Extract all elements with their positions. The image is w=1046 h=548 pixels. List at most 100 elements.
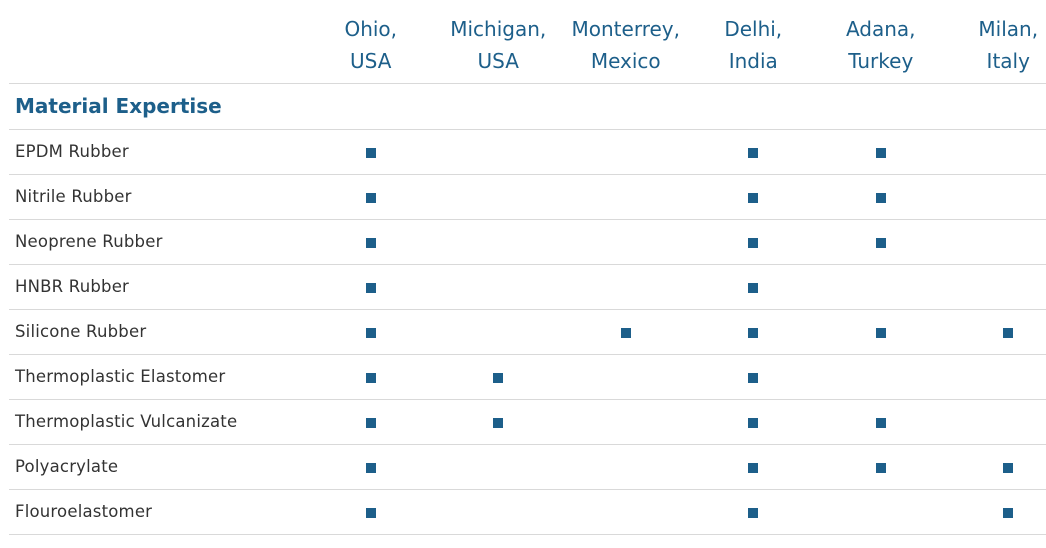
availability-cell [944, 444, 1046, 490]
location-line1: Michigan, [450, 17, 547, 41]
material-name: Flouroelastomer [9, 489, 307, 535]
availability-cell [434, 399, 562, 445]
filled-square-icon [493, 417, 504, 428]
availability-cell [434, 174, 562, 220]
location-line1: Adana, [845, 17, 916, 41]
location-line2: USA [477, 49, 519, 73]
material-name: Nitrile Rubber [9, 174, 307, 220]
location-line2: Italy [986, 49, 1030, 73]
availability-cell [562, 399, 690, 445]
filled-square-icon [1003, 462, 1014, 473]
material-name: Thermoplastic Vulcanizate [9, 399, 307, 445]
material-name: Thermoplastic Elastomer [9, 354, 307, 400]
location-line2: USA [350, 49, 392, 73]
availability-cell [689, 354, 817, 400]
availability-cell [562, 444, 690, 490]
location-line1: Delhi, [724, 17, 783, 41]
availability-cell [944, 309, 1046, 355]
location-line1: Monterrey, [571, 17, 680, 41]
availability-cell [307, 264, 435, 310]
location-header-delhi: Delhi, India [689, 8, 817, 84]
location-line1: Ohio, [344, 17, 398, 41]
availability-cell [944, 174, 1046, 220]
availability-cell [817, 399, 945, 445]
availability-cell [817, 129, 945, 175]
material-name: HNBR Rubber [9, 264, 307, 310]
location-line1: Milan, [978, 17, 1039, 41]
availability-cell [434, 264, 562, 310]
location-header-row: Ohio, USA Michigan, USA Monterrey, Mexic… [9, 8, 1046, 84]
filled-square-icon [748, 147, 759, 158]
table-row: HNBR Rubber [9, 264, 1046, 310]
filled-square-icon [365, 507, 376, 518]
availability-cell [817, 444, 945, 490]
availability-cell [944, 354, 1046, 400]
availability-cell [689, 309, 817, 355]
availability-cell [817, 219, 945, 265]
table-row: Thermoplastic Elastomer [9, 354, 1046, 400]
availability-cell [562, 309, 690, 355]
availability-cell [944, 264, 1046, 310]
filled-square-icon [875, 417, 886, 428]
filled-square-icon [748, 237, 759, 248]
table-row: Thermoplastic Vulcanizate [9, 399, 1046, 445]
availability-cell [562, 174, 690, 220]
availability-cell [817, 489, 945, 535]
filled-square-icon [748, 327, 759, 338]
section-header-row: Material Expertise [9, 83, 1046, 130]
filled-square-icon [365, 372, 376, 383]
availability-cell [307, 174, 435, 220]
availability-cell [307, 219, 435, 265]
availability-cell [307, 399, 435, 445]
material-name: EPDM Rubber [9, 129, 307, 175]
filled-square-icon [365, 147, 376, 158]
availability-cell [562, 264, 690, 310]
table-row: EPDM Rubber [9, 129, 1046, 175]
filled-square-icon [1003, 507, 1014, 518]
availability-cell [689, 264, 817, 310]
availability-cell [689, 129, 817, 175]
availability-cell [689, 174, 817, 220]
filled-square-icon [365, 327, 376, 338]
filled-square-icon [748, 507, 759, 518]
filled-square-icon [875, 237, 886, 248]
availability-cell [562, 129, 690, 175]
section-title-cell: Material Expertise [9, 83, 1046, 130]
availability-cell [817, 354, 945, 400]
availability-cell [307, 489, 435, 535]
availability-cell [944, 489, 1046, 535]
location-header-monterrey: Monterrey, Mexico [562, 8, 690, 84]
filled-square-icon [875, 147, 886, 158]
filled-square-icon [748, 372, 759, 383]
filled-square-icon [875, 462, 886, 473]
availability-cell [689, 489, 817, 535]
filled-square-icon [748, 462, 759, 473]
filled-square-icon [620, 327, 631, 338]
filled-square-icon [365, 417, 376, 428]
availability-cell [562, 219, 690, 265]
location-header-adana: Adana, Turkey [817, 8, 945, 84]
filled-square-icon [1003, 327, 1014, 338]
filled-square-icon [748, 282, 759, 293]
availability-cell [817, 264, 945, 310]
availability-cell [944, 399, 1046, 445]
availability-cell [307, 354, 435, 400]
table-row: Polyacrylate [9, 444, 1046, 490]
availability-cell [944, 129, 1046, 175]
filled-square-icon [748, 192, 759, 203]
filled-square-icon [748, 417, 759, 428]
availability-cell [307, 129, 435, 175]
availability-cell [689, 399, 817, 445]
location-header-ohio: Ohio, USA [307, 8, 435, 84]
filled-square-icon [493, 372, 504, 383]
filled-square-icon [875, 327, 886, 338]
availability-cell [689, 444, 817, 490]
material-name: Polyacrylate [9, 444, 307, 490]
availability-cell [307, 309, 435, 355]
availability-cell [562, 489, 690, 535]
availability-cell [434, 444, 562, 490]
location-line2: Mexico [590, 49, 661, 73]
section-title: Material Expertise [15, 94, 222, 118]
availability-cell [434, 354, 562, 400]
